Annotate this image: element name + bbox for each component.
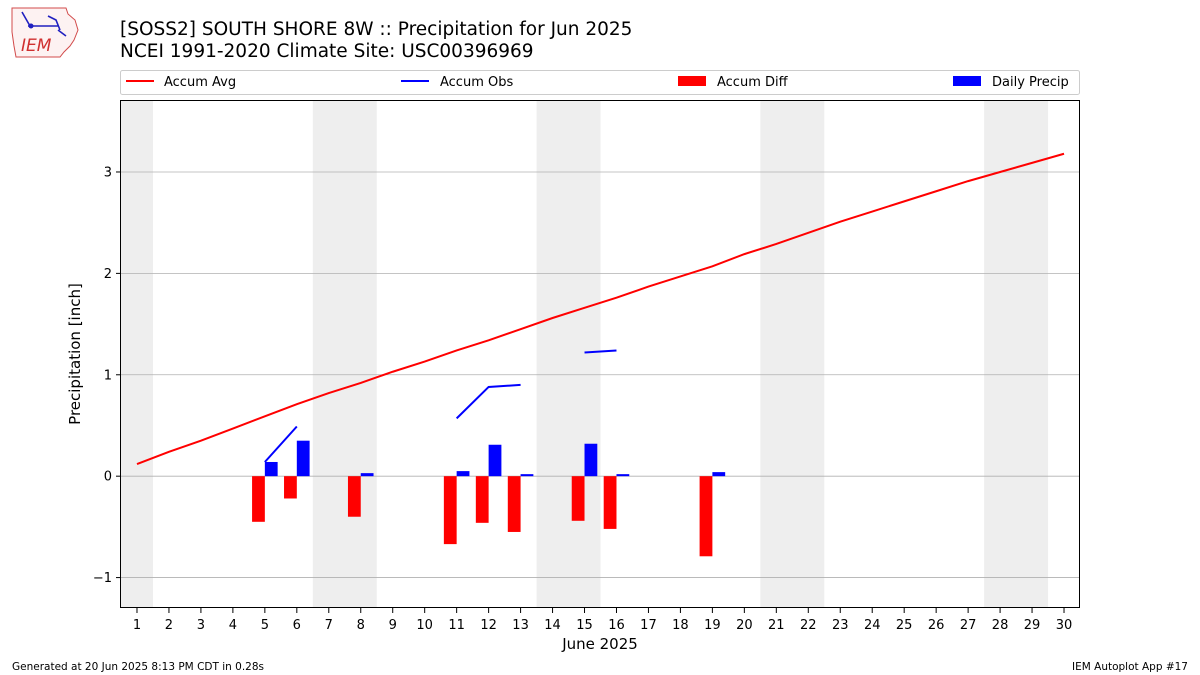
daily-precip-bar-8 (360, 473, 374, 477)
iowa-map-outline (11, 7, 79, 58)
legend-label-daily-precip: Daily Precip (992, 75, 1069, 90)
legend: Accum Avg Accum Obs Accum Diff Daily Pre… (120, 70, 1080, 95)
accum-diff-bar-8 (347, 476, 361, 517)
legend-label-accum-diff: Accum Diff (717, 75, 789, 90)
x-tick-label-24: 24 (864, 618, 881, 633)
iem-logo: IEM (11, 7, 79, 58)
x-tick-label-16: 16 (608, 618, 625, 633)
y-axis-label: Precipitation [inch] (66, 283, 84, 425)
y-tick-label-4: 3 (104, 165, 112, 180)
x-tick-label-6: 6 (293, 618, 301, 633)
y-tick-label-1: 0 (104, 470, 112, 485)
x-tick-label-14: 14 (544, 618, 561, 633)
x-tick-label-26: 26 (928, 618, 945, 633)
weekend-band-3 (760, 101, 825, 608)
x-tick-label-19: 19 (704, 618, 721, 633)
x-tick-label-12: 12 (480, 618, 497, 633)
x-tick-label-20: 20 (736, 618, 753, 633)
legend-swatch-accum-diff (678, 76, 706, 86)
x-tick-label-3: 3 (197, 618, 205, 633)
plot-frame (120, 100, 1080, 608)
daily-precip-bar-11 (456, 471, 470, 477)
footer-generated: Generated at 20 Jun 2025 8:13 PM CDT in … (12, 661, 264, 673)
weather-station-icon (21, 11, 67, 37)
x-tick-label-11: 11 (448, 618, 465, 633)
daily-precip-bar-13 (520, 474, 534, 477)
x-tick-label-10: 10 (416, 618, 433, 633)
accum-diff-bar-12 (475, 476, 489, 523)
x-tick-label-9: 9 (389, 618, 397, 633)
x-tick-label-2: 2 (165, 618, 173, 633)
y-tick-label-3: 2 (104, 267, 112, 282)
x-tick-label-17: 17 (640, 618, 657, 633)
gridlines (121, 171, 1080, 578)
x-tick-label-4: 4 (229, 618, 237, 633)
x-tick-label-15: 15 (576, 618, 593, 633)
x-tick-label-1: 1 (133, 618, 141, 633)
legend-label-accum-avg: Accum Avg (164, 75, 236, 90)
weekend-shading (121, 101, 1049, 608)
chart-title: [SOSS2] SOUTH SHORE 8W :: Precipitation … (120, 19, 632, 40)
accum-diff-bar-5 (252, 476, 265, 522)
accum-diff-bar-11 (443, 476, 457, 545)
accum-obs-line-1 (455, 383, 521, 420)
weekend-band-2 (536, 101, 601, 608)
lines (136, 152, 1065, 465)
accum-avg-line (136, 152, 1065, 465)
x-tick-label-18: 18 (672, 618, 689, 633)
station-dot-icon (28, 23, 34, 29)
accum-diff-bar-6 (284, 476, 297, 499)
daily-precip-bar-16 (616, 474, 630, 477)
x-tick-label-23: 23 (832, 618, 849, 633)
accum-diff-bar-15 (571, 476, 585, 521)
legend-swatch-daily-precip (953, 76, 981, 86)
x-tick-label-22: 22 (800, 618, 817, 633)
accum-diff-bar-13 (507, 476, 521, 532)
x-tick-label-13: 13 (512, 618, 529, 633)
accum-diff-bar-16 (603, 476, 617, 529)
x-axis-ticks: 1 2 3 4 5 6 7 8 9 10 11 12 13 14 15 16 17 18 19 20 21 22 23 24 2… (133, 608, 1072, 633)
daily-precip-bar-15 (584, 443, 598, 477)
weekend-band-1 (312, 101, 377, 608)
daily-precip-bar-6 (296, 440, 310, 477)
x-axis-label: June 2025 (561, 635, 638, 653)
legend-label-accum-obs: Accum Obs (440, 75, 513, 90)
weekend-band-0 (121, 101, 153, 608)
accum-obs-line-0 (264, 425, 298, 463)
x-tick-label-25: 25 (896, 618, 913, 633)
y-axis-ticks: −1 0 1 2 3 (93, 165, 121, 586)
x-tick-label-30: 30 (1056, 618, 1073, 633)
accum-obs-line-2 (584, 349, 617, 354)
y-tick-label-0: −1 (93, 571, 112, 586)
x-tick-label-5: 5 (261, 618, 269, 633)
logo-text: IEM (21, 36, 52, 56)
x-tick-label-21: 21 (768, 618, 785, 633)
chart-subtitle: NCEI 1991-2020 Climate Site: USC00396969 (120, 41, 534, 62)
x-tick-label-7: 7 (325, 618, 333, 633)
daily-precip-bar-12 (488, 444, 502, 477)
x-tick-label-28: 28 (992, 618, 1009, 633)
accum-diff-bar-19 (699, 476, 713, 557)
bars (252, 440, 726, 557)
legend-frame (120, 70, 1080, 95)
daily-precip-bar-19 (712, 472, 726, 477)
daily-precip-bar-5 (264, 461, 278, 477)
x-tick-label-27: 27 (960, 618, 977, 633)
x-tick-label-29: 29 (1024, 618, 1041, 633)
x-tick-label-8: 8 (357, 618, 365, 633)
weekend-band-4 (984, 101, 1049, 608)
footer-app: IEM Autoplot App #17 (1072, 661, 1188, 673)
y-tick-label-2: 1 (104, 368, 112, 383)
